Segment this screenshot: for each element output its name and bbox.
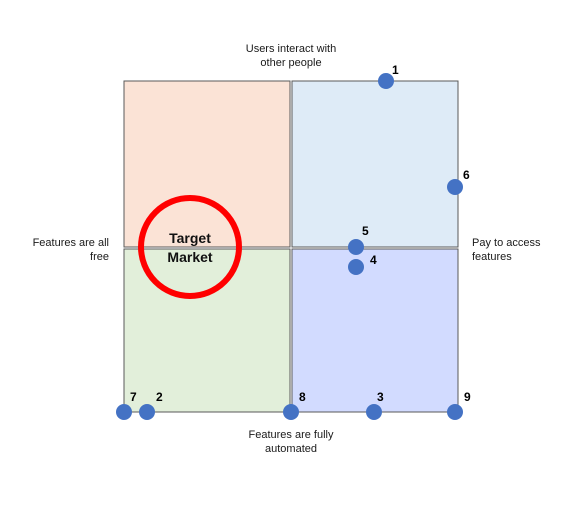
axis-label-left-line1: Features are all	[33, 237, 109, 249]
point-label-6: 6	[463, 168, 470, 182]
point-2	[139, 404, 155, 420]
target-market-ring	[138, 195, 242, 299]
point-label-4: 4	[370, 253, 377, 267]
point-label-5: 5	[362, 224, 369, 238]
quadrant-top-right	[291, 80, 459, 248]
point-label-7: 7	[130, 390, 137, 404]
point-6	[447, 179, 463, 195]
axis-label-top-line2: other people	[260, 57, 321, 69]
axis-label-bottom-line1: Features are fully	[249, 429, 334, 441]
point-1	[378, 73, 394, 89]
point-9	[447, 404, 463, 420]
data-points: 1 6 5 4 7 2 8 3 9	[116, 63, 471, 420]
axis-label-right-line2: features	[472, 251, 512, 263]
point-label-8: 8	[299, 390, 306, 404]
axis-label-top-line1: Users interact with	[246, 43, 336, 55]
point-4	[348, 259, 364, 275]
point-8	[283, 404, 299, 420]
point-5	[348, 239, 364, 255]
point-label-1: 1	[392, 63, 399, 77]
point-7	[116, 404, 132, 420]
point-label-2: 2	[156, 390, 163, 404]
axis-label-right-line1: Pay to access	[472, 237, 541, 249]
point-label-9: 9	[464, 390, 471, 404]
point-3	[366, 404, 382, 420]
axis-label-bottom-line2: automated	[265, 443, 317, 455]
target-market-label-line1: Target	[169, 230, 211, 246]
target-market-label-line2: Market	[167, 249, 212, 265]
point-label-3: 3	[377, 390, 384, 404]
quadrant-bottom-right	[291, 248, 459, 413]
axis-label-left-line2: free	[90, 251, 109, 263]
